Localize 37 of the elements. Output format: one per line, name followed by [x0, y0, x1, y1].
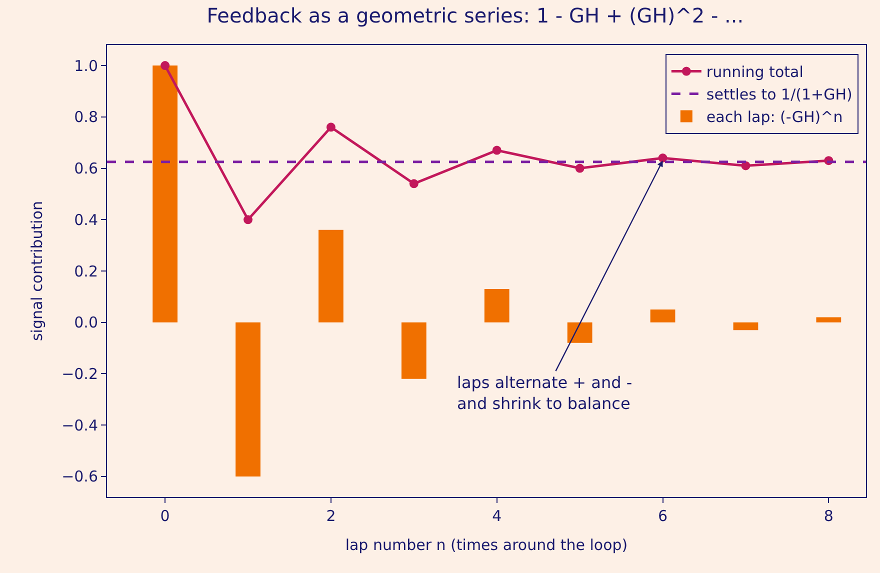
point: [575, 164, 584, 173]
y-tick-label: 0.0: [74, 314, 98, 332]
y-tick-label: −0.4: [62, 416, 98, 434]
point: [160, 61, 170, 70]
bar: [650, 310, 676, 322]
x-tick-label: 0: [160, 507, 170, 525]
point: [326, 122, 336, 132]
y-axis-title: signal contribution: [28, 200, 46, 342]
bar: [567, 322, 592, 343]
x-axis-title: lap number n (times around the loop): [345, 536, 628, 554]
legend-label: settles to 1/(1+GH): [706, 86, 852, 104]
bar: [152, 66, 178, 322]
y-tick-label: 0.6: [74, 160, 98, 178]
point: [244, 215, 253, 224]
bar: [401, 322, 426, 379]
bar: [318, 230, 344, 322]
x-tick-label: 6: [658, 507, 668, 525]
bar: [236, 322, 260, 476]
point: [409, 179, 418, 188]
y-tick-label: −0.6: [62, 468, 98, 486]
legend-label: each lap: (-GH)^n: [706, 108, 843, 126]
point: [492, 146, 502, 155]
chart-title: Feedback as a geometric series: 1 - GH + (GH)^2 - ...: [206, 4, 744, 28]
bar: [484, 288, 510, 322]
y-tick-label: −0.2: [62, 364, 98, 383]
x-tick-label: 2: [326, 507, 336, 525]
y-tick-label: 1.0: [74, 56, 98, 75]
bar: [733, 322, 758, 330]
annotation: laps alternate + and - and shrink to balance: [457, 373, 632, 413]
x-tick-label: 8: [824, 507, 834, 525]
y-tick-label: 0.4: [74, 210, 98, 229]
legend-label: running total: [706, 63, 804, 82]
y-tick-label: 0.2: [74, 262, 98, 280]
point: [658, 154, 668, 162]
bar: [816, 317, 842, 322]
y-tick-label: 0.8: [74, 108, 98, 126]
x-tick-label: 4: [492, 507, 502, 525]
